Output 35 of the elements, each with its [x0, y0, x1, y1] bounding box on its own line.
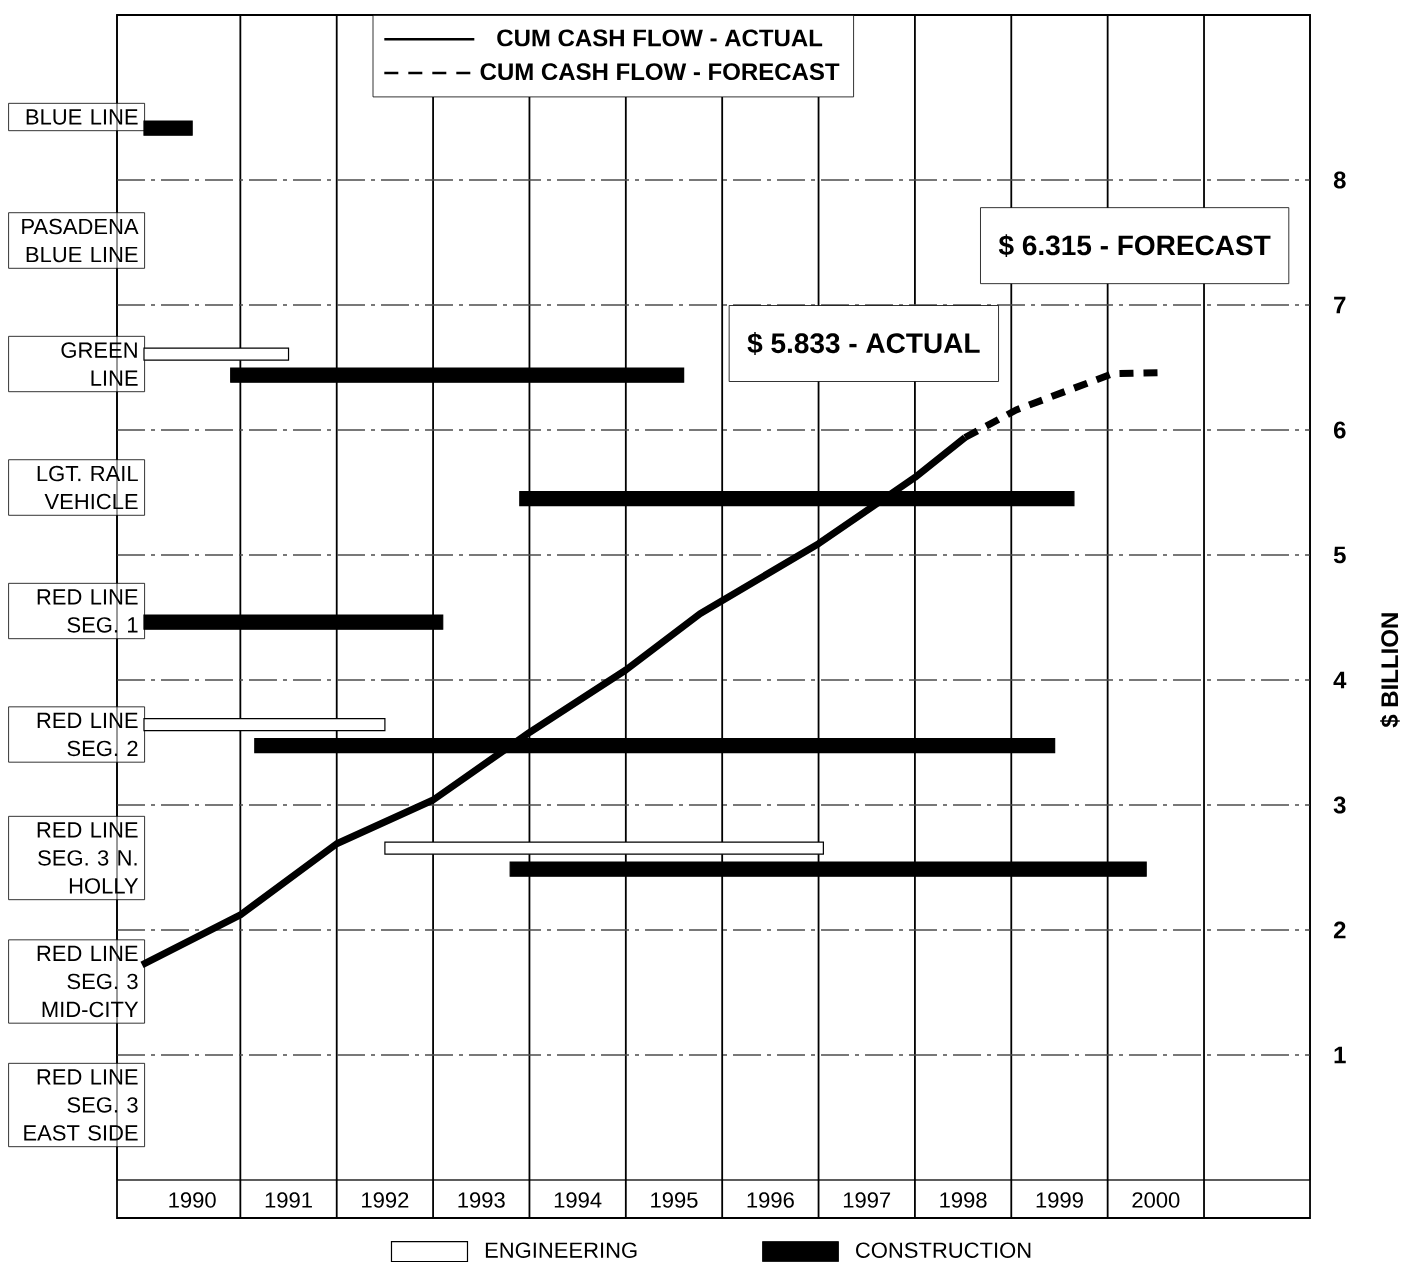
x-tick-label: 1990: [169, 1192, 216, 1208]
y-tick-label: PASADENA BLUE LINE: [22, 218, 139, 263]
y-tick-label: 2: [1333, 921, 1346, 939]
legend-label: ENGINEERING: [485, 1242, 637, 1258]
y-tick-label: RED LINE SEG. 3 MID-CITY: [37, 945, 139, 1018]
y-tick-label: RED LINE SEG. 1: [37, 589, 138, 633]
y-tick-label: RED LINE SEG. 3 N. HOLLY: [37, 822, 139, 894]
y-tick-label: LGT. RAIL VEHICLE: [37, 465, 138, 510]
y-tick-label: 8: [1333, 171, 1346, 189]
x-tick-label: 1991: [265, 1192, 312, 1208]
y-axis-title: $ BILLION: [1380, 613, 1400, 728]
annotation: $ 6.315 - FORECAST: [998, 234, 1271, 258]
x-tick-label: 1995: [651, 1192, 698, 1208]
x-tick-label: 1997: [843, 1192, 891, 1208]
y-tick-label: BLUE LINE: [26, 109, 138, 125]
y-tick-label: 3: [1333, 796, 1346, 814]
legend-label: CONSTRUCTION: [856, 1242, 1031, 1258]
x-tick-label: 2000: [1132, 1192, 1180, 1208]
x-tick-label: 1998: [940, 1192, 987, 1208]
legend-label: CUM CASH FLOW - ACTUAL: [497, 29, 823, 47]
y-tick-label: 5: [1333, 546, 1346, 564]
annotation: $ 5.833 - ACTUAL: [747, 332, 980, 355]
y-tick-label: 1: [1334, 1046, 1346, 1064]
y-tick-label: RED LINE SEG. 3 EAST SIDE: [24, 1069, 138, 1141]
x-tick-label: 1994: [554, 1192, 602, 1208]
y-tick-label: 6: [1333, 421, 1346, 439]
y-tick-label: GREEN LINE: [61, 342, 138, 386]
y-tick-label: RED LINE SEG. 2: [37, 712, 138, 757]
x-tick-label: 1996: [747, 1192, 794, 1208]
x-tick-label: 1999: [1036, 1192, 1083, 1208]
x-tick-label: 1992: [362, 1192, 409, 1208]
y-tick-label: 4: [1333, 671, 1347, 689]
y-tick-label: 7: [1334, 296, 1346, 314]
legend-label: CUM CASH FLOW - FORECAST: [480, 63, 840, 81]
x-tick-label: 1993: [458, 1192, 505, 1208]
